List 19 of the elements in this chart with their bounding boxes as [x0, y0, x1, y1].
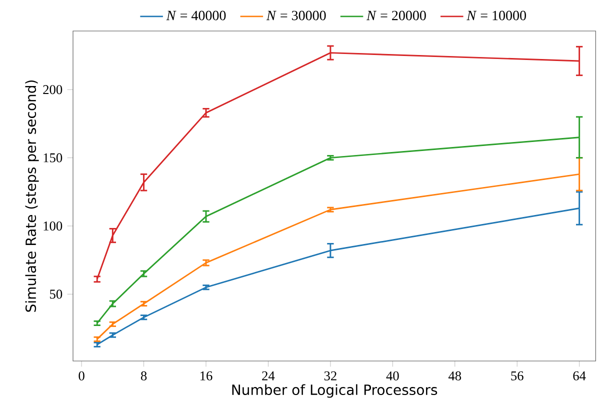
legend-label: N = 10000	[466, 10, 526, 20]
x-tick-label: 56	[511, 371, 524, 380]
x-tick-label: 64	[573, 371, 586, 380]
x-tick-label: 48	[448, 371, 462, 380]
x-tick-label: 16	[200, 371, 212, 380]
x-tick-label: 24	[262, 371, 275, 380]
x-tick-label: 40	[386, 371, 399, 380]
y-tick-label: 150	[44, 153, 62, 162]
legend-label: N = 30000	[266, 10, 326, 20]
x-tick-label: 0	[78, 371, 84, 380]
legend-label: N = 20000	[366, 10, 426, 20]
y-tick-label: 200	[43, 85, 62, 94]
y-tick-label: 100	[44, 221, 62, 230]
legend-label: N = 40000	[166, 10, 226, 20]
x-axis-title: Number of Logical Processors	[232, 384, 438, 398]
x-tick-label: 8	[140, 371, 147, 380]
y-tick-label: 50	[50, 290, 62, 299]
x-tick-label: 32	[324, 371, 336, 380]
y-axis-title: Simulate Rate (steps per second)	[25, 80, 39, 312]
